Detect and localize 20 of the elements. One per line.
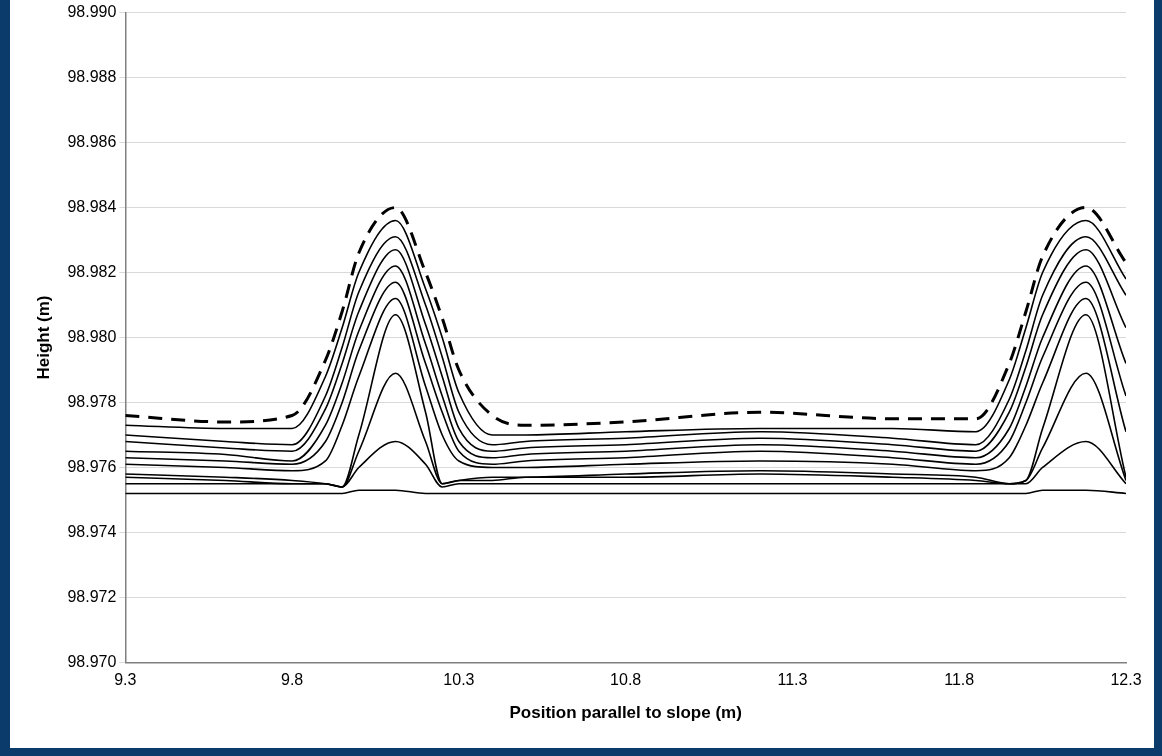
y-axis-title: Height (m) (33, 295, 53, 380)
y-tick-label: 98.986 (67, 132, 117, 150)
y-tick-label: 98.990 (67, 3, 117, 21)
y-tick-label: 98.988 (67, 67, 117, 85)
x-tick-label: 10.8 (610, 671, 642, 689)
y-tick-label: 98.976 (67, 457, 117, 475)
x-tick-label: 10.3 (443, 671, 475, 689)
x-tick-label: 11.3 (777, 671, 808, 689)
y-tick-label: 98.974 (67, 522, 117, 540)
y-tick-label: 98.982 (67, 262, 117, 280)
x-axis-title: Position parallel to slope (m) (509, 703, 742, 723)
x-tick-label: 12.3 (1110, 671, 1142, 689)
y-tick-label: 98.984 (67, 197, 117, 215)
y-tick-label: 98.970 (67, 652, 117, 670)
x-tick-label: 9.8 (280, 671, 304, 689)
x-tick-label: 9.3 (114, 671, 137, 689)
y-tick-label: 98.980 (67, 327, 117, 345)
y-tick-label: 98.972 (67, 587, 117, 605)
y-tick-label: 98.978 (67, 392, 117, 410)
x-tick-label: 11.8 (944, 671, 975, 689)
